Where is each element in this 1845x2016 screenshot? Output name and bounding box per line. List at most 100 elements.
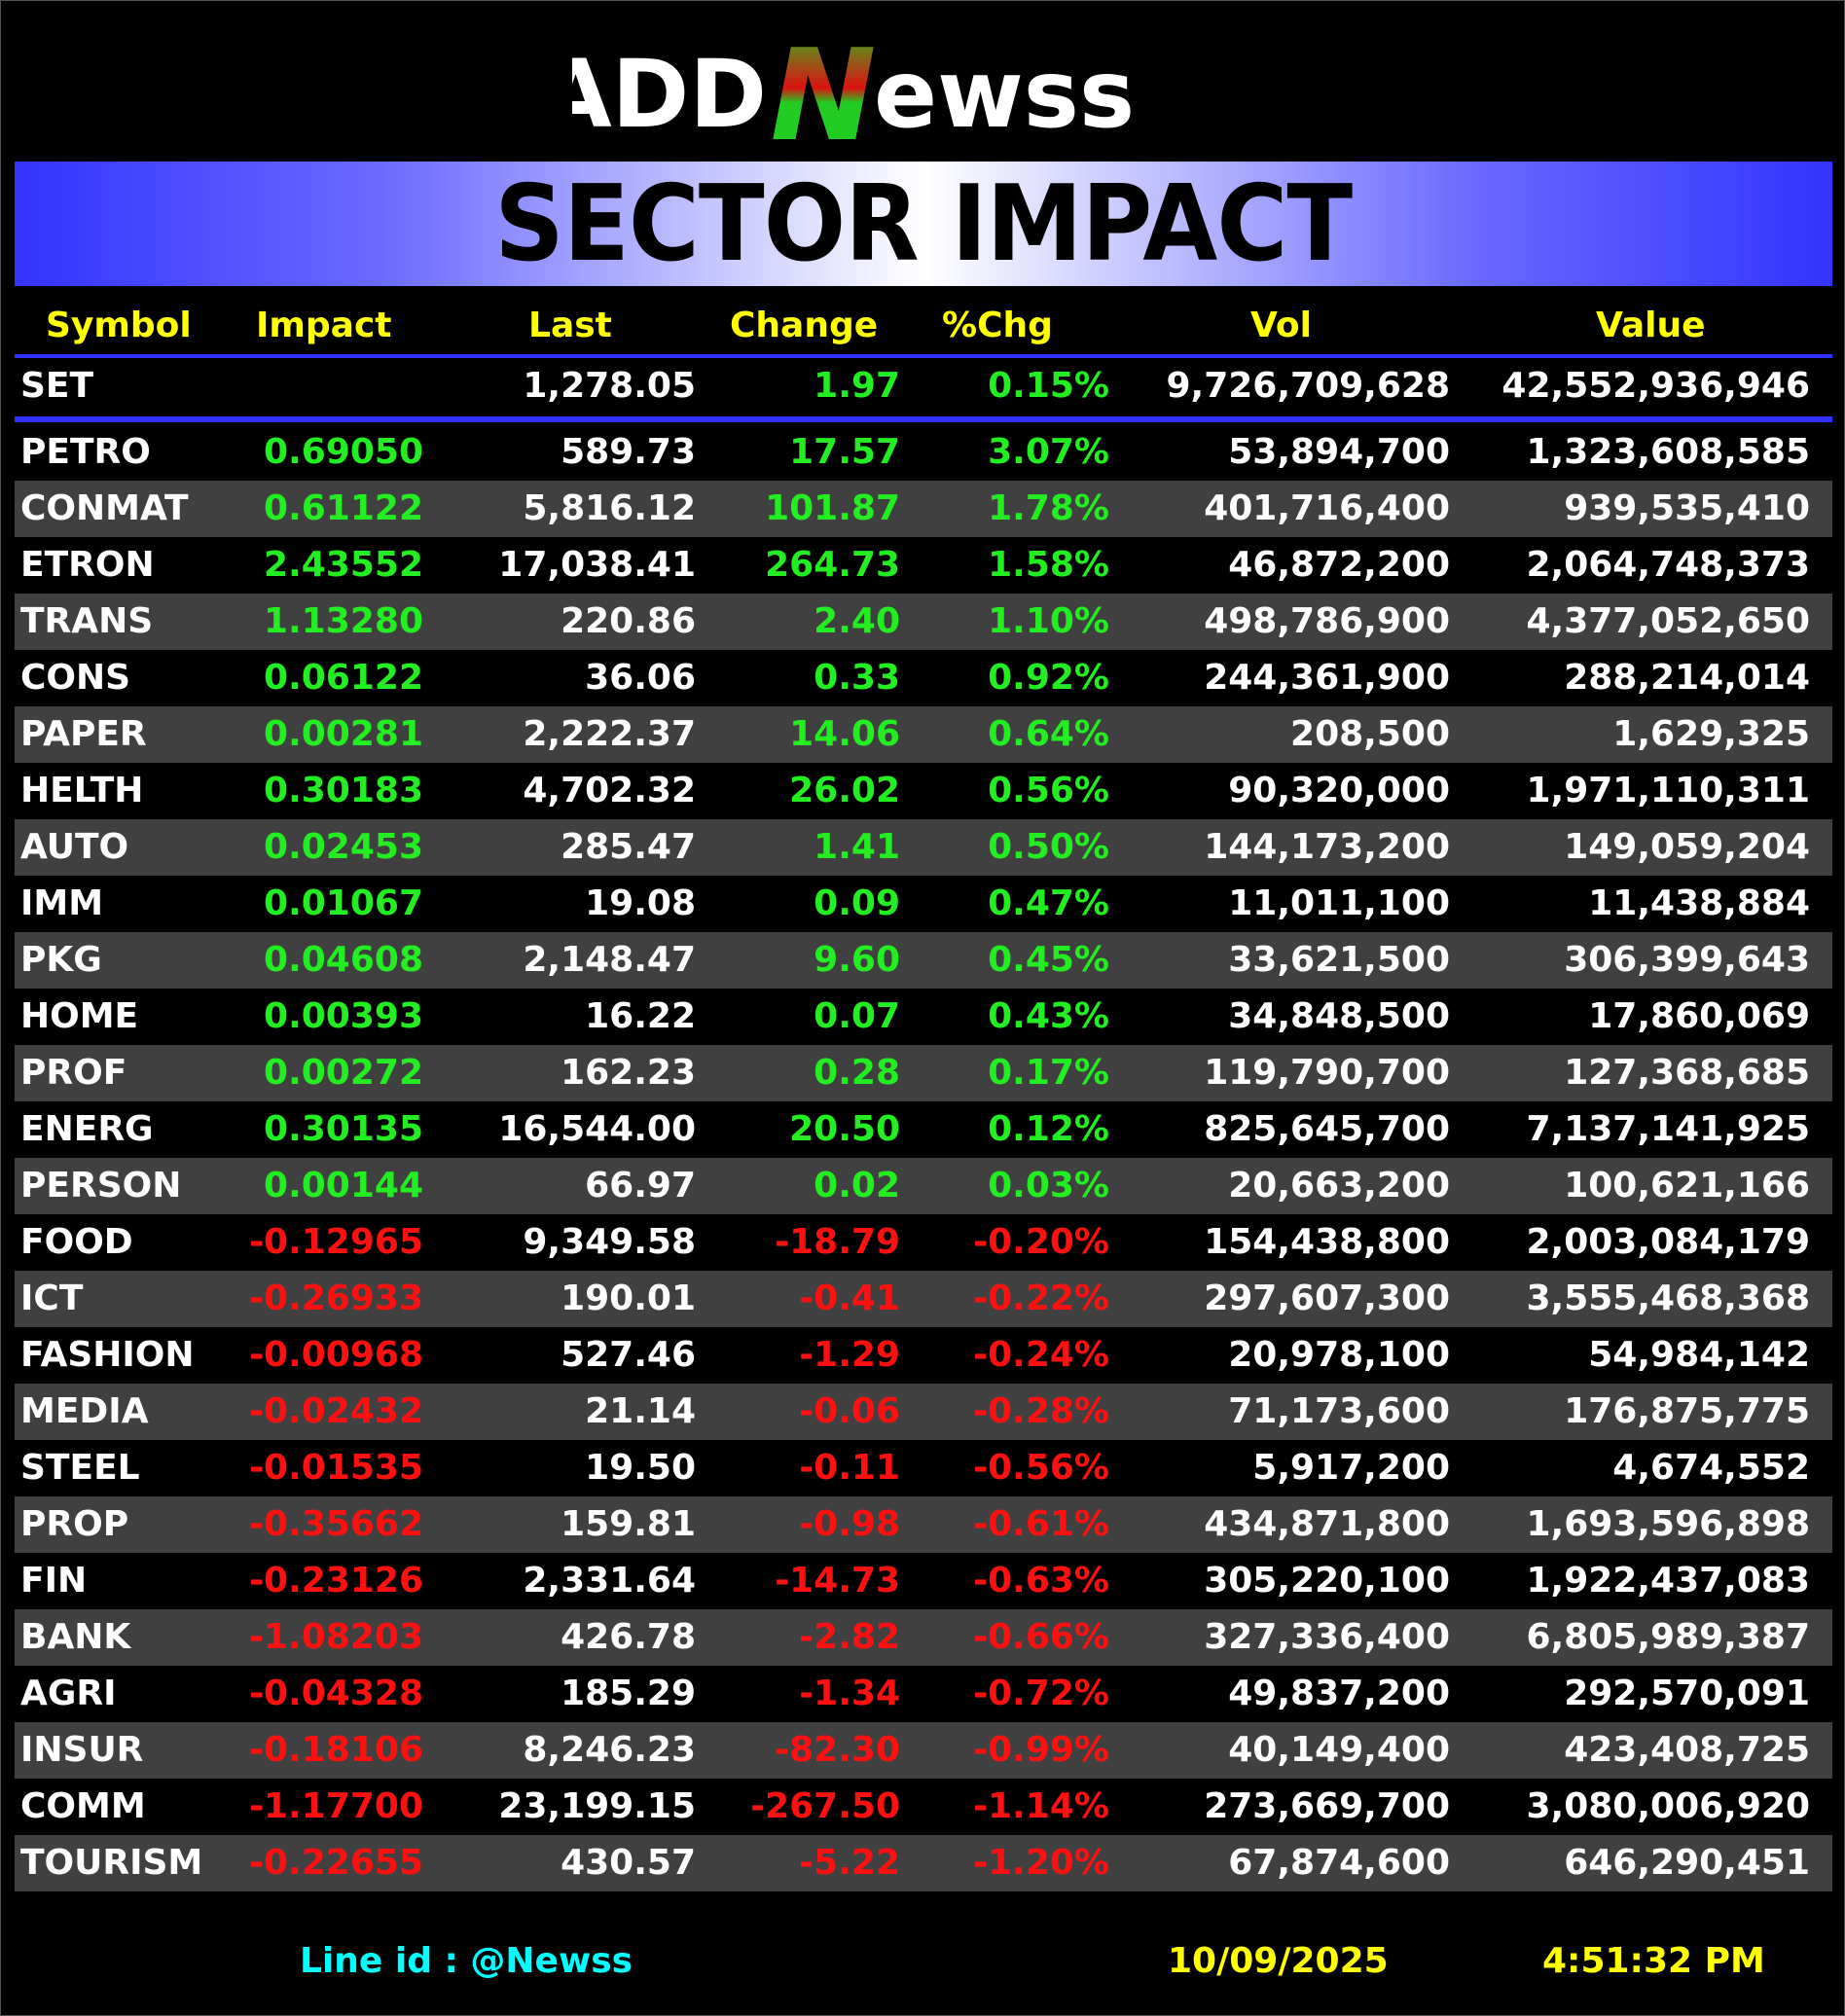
cell-change: -1.34 [799, 1674, 900, 1713]
cell-pchg: -0.66% [973, 1617, 1109, 1657]
table-row: STEEL -0.01535 19.50 -0.11 -0.56% 5,917,200 4,… [15, 1440, 1832, 1496]
cell-vol: 144,173,200 [1204, 827, 1450, 867]
footer-date: 10/09/2025 [1168, 1941, 1389, 1981]
col-symbol: Symbol [46, 306, 192, 345]
cell-impact: -0.04328 [249, 1674, 423, 1713]
cell-change: -0.41 [799, 1278, 900, 1318]
cell-change: 17.57 [789, 432, 900, 472]
cell-last: 23,199.15 [498, 1786, 696, 1826]
cell-symbol: FASHION [20, 1335, 195, 1375]
table-row: BANK -1.08203 426.78 -2.82 -0.66% 327,336,400… [15, 1609, 1832, 1666]
cell-pchg: 3.07% [988, 432, 1109, 472]
cell-impact: -0.00968 [249, 1335, 423, 1375]
cell-pchg: -0.56% [973, 1448, 1109, 1488]
cell-impact: 0.30135 [264, 1109, 423, 1149]
index-symbol: SET [20, 366, 94, 406]
cell-impact: -0.23126 [249, 1561, 423, 1601]
cell-pchg: -0.99% [973, 1730, 1109, 1770]
cell-pchg: -0.28% [973, 1391, 1109, 1431]
table-row: PKG 0.04608 2,148.47 9.60 0.45% 33,621,500 306… [15, 932, 1832, 989]
cell-impact: -0.22655 [249, 1843, 423, 1883]
cell-value: 423,408,725 [1564, 1730, 1810, 1770]
cell-symbol: INSUR [20, 1730, 144, 1770]
cell-vol: 46,872,200 [1228, 545, 1450, 585]
table-row: PROP -0.35662 159.81 -0.98 -0.61% 434,871,800… [15, 1496, 1832, 1553]
cell-value: 288,214,014 [1564, 658, 1810, 698]
cell-change: -1.29 [799, 1335, 900, 1375]
col-change: Change [730, 306, 879, 345]
cell-value: 6,805,989,387 [1526, 1617, 1810, 1657]
cell-vol: 20,978,100 [1228, 1335, 1450, 1375]
cell-last: 66.97 [585, 1166, 696, 1206]
cell-pchg: 0.03% [988, 1166, 1109, 1206]
cell-pchg: 1.10% [988, 601, 1109, 641]
cell-vol: 67,874,600 [1228, 1843, 1450, 1883]
cell-impact: -0.18106 [249, 1730, 423, 1770]
table-row: COMM -1.17700 23,199.15 -267.50 -1.14% 273,66… [15, 1779, 1832, 1835]
cell-last: 16,544.00 [498, 1109, 696, 1149]
table-row: HOME 0.00393 16.22 0.07 0.43% 34,848,500 17,86… [15, 989, 1832, 1045]
cell-vol: 208,500 [1290, 714, 1450, 754]
index-vol: 9,726,709,628 [1166, 366, 1450, 406]
cell-symbol: PETRO [20, 432, 151, 472]
cell-value: 17,860,069 [1588, 996, 1810, 1036]
cell-pchg: -0.20% [973, 1222, 1109, 1262]
table-row: AGRI -0.04328 185.29 -1.34 -0.72% 49,837,200 2… [15, 1666, 1832, 1722]
cell-impact: 0.06122 [264, 658, 423, 698]
cell-vol: 498,786,900 [1204, 601, 1450, 641]
cell-change: -5.22 [799, 1843, 900, 1883]
cell-symbol: AUTO [20, 827, 129, 867]
cell-impact: -0.01535 [249, 1448, 423, 1488]
cell-last: 190.01 [561, 1278, 696, 1318]
line-id: Line id : @Newss [300, 1941, 633, 1981]
cell-change: -267.50 [750, 1786, 900, 1826]
cell-symbol: HOME [20, 996, 139, 1036]
cell-impact: 1.13280 [264, 601, 423, 641]
cell-vol: 297,607,300 [1204, 1278, 1450, 1318]
cell-symbol: ICT [20, 1278, 84, 1318]
cell-vol: 11,011,100 [1228, 883, 1450, 923]
cell-value: 4,377,052,650 [1526, 601, 1810, 641]
cell-value: 127,368,685 [1564, 1053, 1810, 1093]
cell-symbol: TOURISM [20, 1843, 203, 1883]
cell-change: -82.30 [775, 1730, 900, 1770]
cell-last: 162.23 [561, 1053, 696, 1093]
cell-symbol: PROP [20, 1504, 129, 1544]
col-impact: Impact [256, 306, 392, 345]
cell-vol: 71,173,600 [1228, 1391, 1450, 1431]
cell-symbol: TRANS [20, 601, 154, 641]
banner-title: SECTOR IMPACT [494, 162, 1354, 285]
cell-pchg: 0.56% [988, 771, 1109, 810]
cell-value: 1,922,437,083 [1526, 1561, 1810, 1601]
cell-last: 5,816.12 [523, 488, 696, 528]
cell-impact: 0.01067 [264, 883, 423, 923]
cell-last: 17,038.41 [498, 545, 696, 585]
cell-change: 0.09 [814, 883, 900, 923]
table-row: FOOD -0.12965 9,349.58 -18.79 -0.20% 154,438,… [15, 1214, 1832, 1271]
cell-last: 2,222.37 [523, 714, 696, 754]
cell-last: 159.81 [561, 1504, 696, 1544]
cell-change: 2.40 [814, 601, 900, 641]
cell-last: 9,349.58 [523, 1222, 696, 1262]
table-row: HELTH 0.30183 4,702.32 26.02 0.56% 90,320,000… [15, 763, 1832, 819]
cell-last: 8,246.23 [523, 1730, 696, 1770]
table-row: ICT -0.26933 190.01 -0.41 -0.22% 297,607,300 3… [15, 1271, 1832, 1327]
cell-symbol: PKG [20, 940, 102, 980]
cell-vol: 90,320,000 [1228, 771, 1450, 810]
cell-change: 0.02 [814, 1166, 900, 1206]
cell-symbol: PROF [20, 1053, 127, 1093]
table-row: ETRON 2.43552 17,038.41 264.73 1.58% 46,872,2… [15, 537, 1832, 594]
cell-pchg: 1.78% [988, 488, 1109, 528]
cell-symbol: FIN [20, 1561, 88, 1601]
cell-value: 100,621,166 [1564, 1166, 1810, 1206]
table-row: CONMAT 0.61122 5,816.12 101.87 1.78% 401,716,… [15, 481, 1832, 537]
cell-change: 0.07 [814, 996, 900, 1036]
cell-vol: 34,848,500 [1228, 996, 1450, 1036]
cell-pchg: 0.92% [988, 658, 1109, 698]
cell-last: 220.86 [561, 601, 696, 641]
index-change: 1.97 [814, 366, 900, 406]
cell-last: 430.57 [561, 1843, 696, 1883]
sector-rows: PETRO 0.69050 589.73 17.57 3.07% 53,894,700 1,… [15, 424, 1832, 1891]
sector-table: Symbol Impact Last Change %Chg Vol Value… [15, 298, 1832, 1891]
cell-impact: -0.02432 [249, 1391, 423, 1431]
